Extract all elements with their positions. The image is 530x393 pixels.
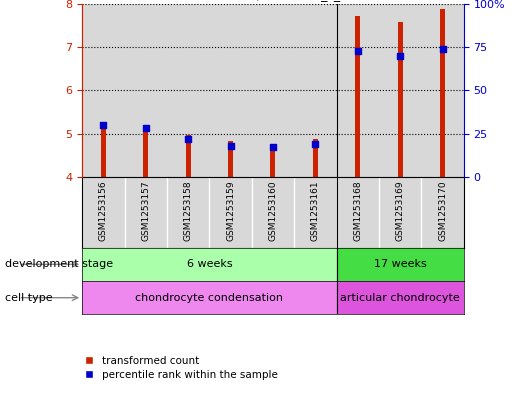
- Bar: [143, 130, 148, 177]
- Bar: [313, 139, 318, 177]
- Text: GSM1253159: GSM1253159: [226, 180, 235, 241]
- Legend: transformed count, percentile rank within the sample: transformed count, percentile rank withi…: [80, 351, 282, 384]
- Text: GSM1253168: GSM1253168: [354, 180, 362, 241]
- Text: GSM1253169: GSM1253169: [396, 180, 404, 241]
- Bar: [82, 281, 337, 314]
- Text: GSM1253170: GSM1253170: [438, 180, 447, 241]
- Bar: [398, 22, 403, 177]
- Text: GSM1253156: GSM1253156: [99, 180, 108, 241]
- Bar: [82, 248, 337, 281]
- Bar: [125, 4, 167, 177]
- Point: [142, 125, 150, 132]
- Bar: [355, 16, 360, 177]
- Bar: [101, 121, 106, 177]
- Bar: [186, 135, 191, 177]
- Text: GSM1253160: GSM1253160: [269, 180, 277, 241]
- Point: [438, 46, 447, 52]
- Bar: [228, 141, 233, 177]
- Title: GDS5046 / 1555856_s_at: GDS5046 / 1555856_s_at: [193, 0, 352, 1]
- Point: [99, 122, 108, 128]
- Bar: [440, 9, 445, 177]
- Text: chondrocyte condensation: chondrocyte condensation: [135, 293, 284, 303]
- Text: 6 weeks: 6 weeks: [187, 259, 232, 269]
- Point: [354, 48, 362, 54]
- Bar: [294, 4, 337, 177]
- Point: [311, 141, 320, 147]
- Bar: [82, 4, 125, 177]
- Point: [184, 136, 192, 142]
- Bar: [337, 248, 464, 281]
- Text: development stage: development stage: [5, 259, 113, 269]
- Bar: [167, 4, 209, 177]
- Point: [269, 144, 277, 151]
- Bar: [379, 4, 421, 177]
- Bar: [337, 4, 379, 177]
- Text: 17 weeks: 17 weeks: [374, 259, 427, 269]
- Point: [396, 53, 404, 59]
- Bar: [337, 281, 464, 314]
- Text: GSM1253157: GSM1253157: [142, 180, 150, 241]
- Text: GSM1253158: GSM1253158: [184, 180, 192, 241]
- Text: GSM1253161: GSM1253161: [311, 180, 320, 241]
- Bar: [252, 4, 294, 177]
- Bar: [270, 147, 276, 177]
- Point: [226, 143, 235, 149]
- Bar: [209, 4, 252, 177]
- Text: cell type: cell type: [5, 293, 53, 303]
- Bar: [421, 4, 464, 177]
- Text: articular chondrocyte: articular chondrocyte: [340, 293, 460, 303]
